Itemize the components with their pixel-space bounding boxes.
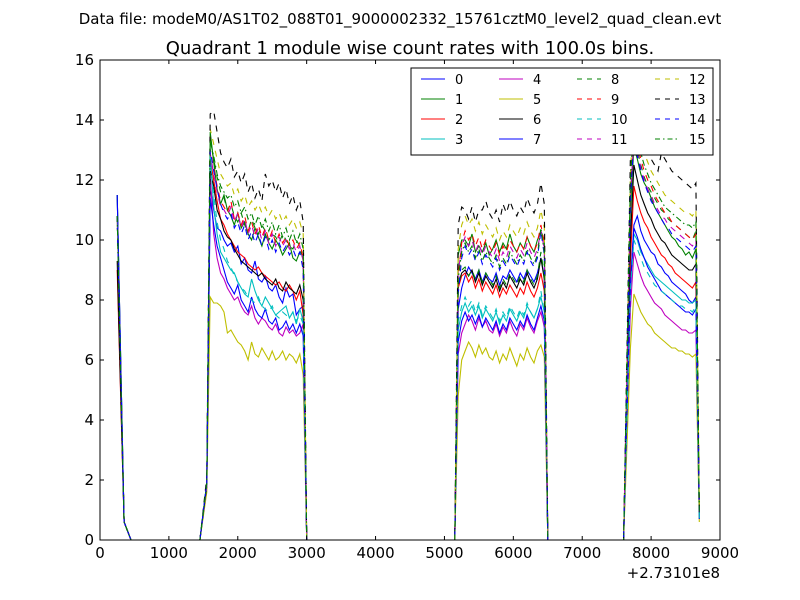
x-tick-label: 0 (95, 544, 105, 562)
x-tick-label: 9000 (701, 544, 739, 562)
legend-label-5: 5 (533, 93, 541, 108)
figure-suptitle: Data file: modeM0/AS1T02_088T01_90000023… (79, 10, 722, 29)
y-tick-label: 0 (84, 531, 94, 549)
series-layer (116, 107, 700, 540)
x-tick-label: 7000 (563, 544, 601, 562)
x-tick-label: 2000 (219, 544, 257, 562)
x-tick-label: 3000 (288, 544, 326, 562)
legend-label-8: 8 (611, 73, 619, 88)
legend-label-6: 6 (533, 113, 541, 128)
legend-box (410, 67, 714, 156)
legend-label-15: 15 (689, 133, 706, 148)
y-tick-label: 2 (84, 471, 94, 489)
x-tick-label: 5000 (425, 544, 463, 562)
chart-title: Quadrant 1 module wise count rates with … (166, 38, 655, 59)
axes-layer: 0 1000 2000 3000 4000 5000 6000 7000 8000 9000 0 2 4… (75, 51, 739, 562)
legend-label-14: 14 (689, 113, 706, 128)
legend-label-1: 1 (455, 93, 463, 108)
y-tick-label: 8 (84, 291, 94, 309)
y-tick-label: 12 (75, 171, 94, 189)
y-tick-label: 16 (75, 51, 94, 69)
series-line-9 (116, 128, 700, 540)
y-tick-label: 10 (75, 231, 94, 249)
x-tick-label: 8000 (632, 544, 670, 562)
x-axis-offset-label: +2.73101e8 (627, 564, 720, 582)
legend-label-2: 2 (455, 113, 463, 128)
legend-label-4: 4 (533, 73, 541, 88)
y-tick-label: 6 (84, 351, 94, 369)
x-tick-label: 6000 (494, 544, 532, 562)
x-tick-label: 1000 (150, 544, 188, 562)
legend-label-3: 3 (455, 133, 463, 148)
legend-label-13: 13 (689, 93, 706, 108)
y-tick-label: 4 (84, 411, 94, 429)
y-tick-label: 14 (75, 111, 94, 129)
legend-label-10: 10 (611, 113, 628, 128)
series-line-12 (116, 107, 700, 540)
legend-label-0: 0 (455, 73, 463, 88)
legend-label-9: 9 (611, 93, 619, 108)
series-line-15 (116, 122, 700, 540)
legend-label-7: 7 (533, 133, 541, 148)
legend-label-11: 11 (611, 133, 628, 148)
x-tick-label: 4000 (356, 544, 394, 562)
legend-label-12: 12 (689, 73, 706, 88)
